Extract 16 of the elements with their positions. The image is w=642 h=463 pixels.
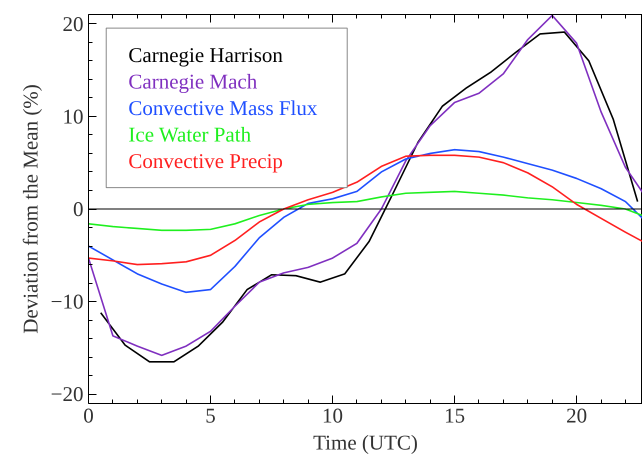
y-tick-label: −10: [50, 290, 84, 314]
y-tick-label: −20: [50, 382, 84, 406]
text: Ice Water Path: [128, 122, 252, 146]
x-tick-label: 5: [205, 404, 216, 428]
series-label: Convective Precip: [128, 148, 283, 173]
y-axis-title: Deviation from the Mean (%): [18, 84, 43, 334]
y-tick-label: 20: [62, 12, 84, 36]
legend-label: Carnegie Harrison: [128, 42, 284, 67]
text: Convective Mass Flux: [128, 96, 318, 120]
x-tick-label: 10: [322, 404, 344, 428]
x-tick-label: 15: [444, 404, 466, 428]
y-tick-label: 10: [62, 104, 84, 128]
y-tick-label: 0: [73, 197, 84, 221]
x-axis-title: Time (UTC): [313, 430, 418, 454]
text: Carnegie Mach: [128, 69, 258, 94]
x-tick-label: 20: [566, 404, 588, 428]
